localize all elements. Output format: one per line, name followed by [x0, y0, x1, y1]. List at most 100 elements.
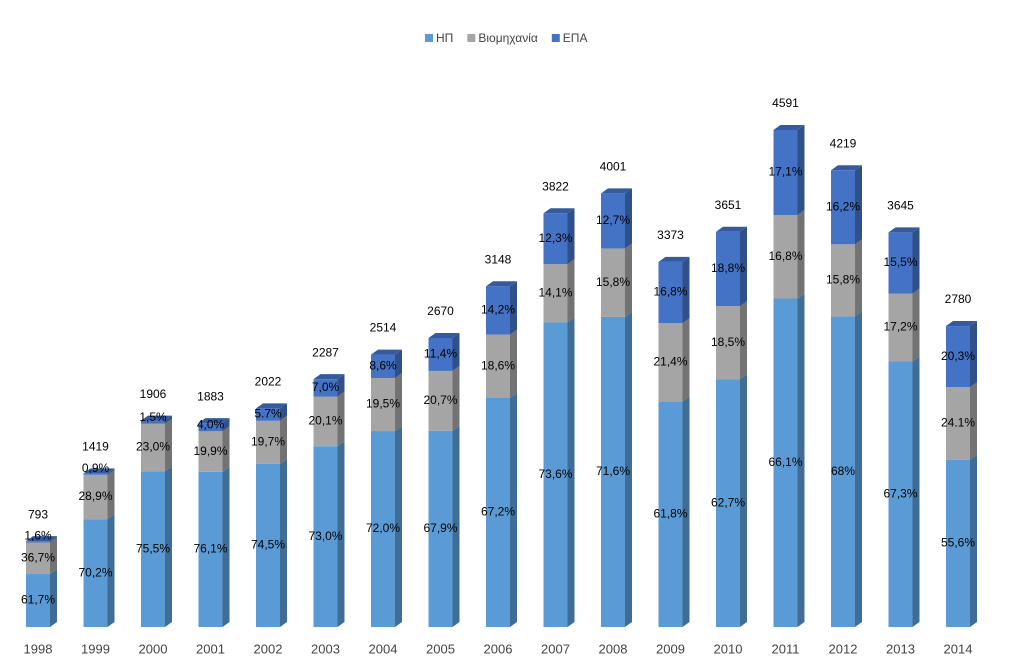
data-label: 20,7%	[423, 393, 457, 407]
bar-face	[198, 418, 230, 424]
bar-segment	[256, 458, 287, 627]
bar-face	[970, 321, 977, 388]
x-tick-label: 1998	[24, 641, 53, 656]
data-label: 1,5%	[139, 410, 167, 424]
bar-face	[946, 326, 970, 388]
bar-face	[256, 403, 287, 409]
x-tick-label: 2013	[886, 641, 915, 656]
data-label: 11,4%	[424, 347, 457, 361]
data-label: 70,2%	[78, 565, 112, 579]
bar-face	[428, 370, 453, 431]
x-tick-label: 2005	[426, 641, 455, 656]
bar-face	[658, 323, 683, 402]
bar-face	[658, 401, 683, 627]
data-label: 1,6%	[24, 529, 52, 543]
bar-face	[510, 392, 517, 627]
bar-face	[543, 208, 575, 214]
bar-segment	[141, 466, 172, 627]
bar-face	[26, 536, 57, 542]
bar-segment	[773, 293, 805, 627]
total-label: 4001	[600, 160, 627, 174]
bar-face	[567, 317, 575, 627]
bar-face	[773, 125, 805, 130]
data-label: 0,9%	[82, 461, 110, 475]
bar-segment	[313, 441, 345, 627]
bar-face	[26, 574, 50, 627]
bar-face	[26, 542, 50, 575]
data-label: 61,8%	[653, 506, 687, 520]
data-label: 12,3%	[538, 231, 572, 245]
bar-face	[165, 466, 172, 627]
bar-face	[256, 408, 280, 421]
bar-segment	[716, 226, 747, 307]
bar-face	[26, 541, 50, 543]
data-label: 67,2%	[481, 505, 515, 519]
bar-face	[337, 391, 345, 447]
bar-segment	[601, 188, 632, 249]
total-label: 3373	[657, 228, 684, 242]
bar-face	[50, 569, 57, 627]
bar-face	[912, 356, 920, 627]
bar-face	[716, 306, 740, 380]
bar-face	[107, 469, 115, 520]
bar-segment	[773, 209, 805, 299]
bar-face	[371, 349, 402, 355]
x-tick-label: 2008	[599, 641, 628, 656]
data-label: 61,7%	[21, 593, 55, 607]
data-label: 15,8%	[596, 275, 630, 289]
bar-face	[970, 382, 977, 460]
legend-label: ΕΠΑ	[563, 31, 588, 45]
bar-face	[946, 321, 977, 327]
data-label: 36,7%	[21, 550, 55, 564]
bar-face	[658, 256, 690, 262]
data-label: 4,0%	[197, 417, 225, 431]
bar-face	[395, 349, 402, 378]
bar-face	[198, 423, 223, 432]
bar-segment	[486, 329, 517, 398]
legend-swatch	[551, 34, 560, 42]
bar-face	[888, 232, 913, 294]
bar-face	[50, 536, 57, 543]
bar-face	[740, 226, 747, 307]
bar-face	[198, 431, 223, 472]
bar-face	[831, 244, 855, 317]
bar-segment	[831, 311, 862, 627]
bar-face	[567, 208, 575, 265]
data-label: 16,8%	[768, 249, 802, 263]
bar-face	[912, 227, 920, 294]
data-label: 73,6%	[538, 467, 572, 481]
bar-segment	[543, 317, 575, 627]
x-tick-label: 2011	[772, 641, 800, 656]
total-label: 3645	[887, 199, 914, 213]
x-tick-label: 2004	[369, 641, 398, 656]
data-label: 20,3%	[941, 349, 975, 363]
data-label: 15,8%	[826, 273, 860, 287]
bar-segment	[601, 311, 632, 627]
total-label: 2514	[370, 321, 397, 335]
bar-segment	[716, 301, 747, 380]
bar-face	[543, 322, 568, 627]
data-label: 24.1%	[941, 416, 975, 430]
bar-face	[912, 288, 920, 362]
bar-segment	[141, 415, 172, 424]
total-label: 793	[28, 507, 48, 521]
bar-face	[337, 441, 345, 627]
bar-face	[452, 365, 460, 431]
data-label: 5.7%	[254, 407, 282, 421]
data-label: 28,9%	[78, 489, 112, 503]
data-label: 20,1%	[308, 414, 342, 428]
bar-face	[313, 374, 345, 380]
bar-face	[601, 193, 625, 249]
bar-face	[716, 231, 740, 307]
bar-face	[428, 332, 460, 338]
bar-face	[831, 316, 855, 627]
bar-face	[543, 213, 568, 265]
bar-segment	[141, 418, 172, 472]
bar-face	[682, 396, 690, 627]
bar-face	[222, 426, 230, 472]
x-tick-label: 2007	[541, 641, 570, 656]
bar-face	[280, 403, 287, 421]
total-label: 1419	[82, 440, 109, 454]
bar-segment	[198, 426, 230, 472]
bar-segment	[486, 281, 517, 335]
